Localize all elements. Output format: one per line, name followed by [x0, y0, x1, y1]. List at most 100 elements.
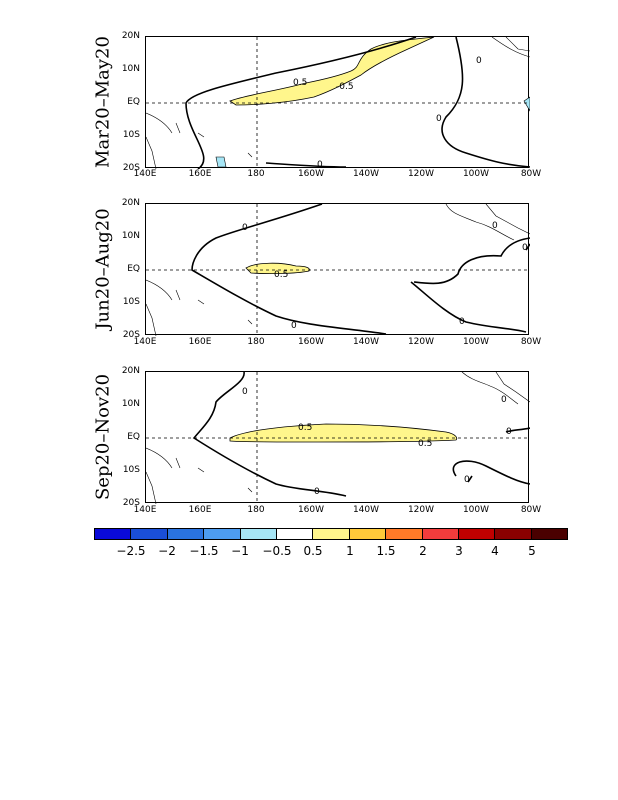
warm-anomaly-area: [245, 262, 310, 274]
contour-label: 0: [476, 56, 482, 66]
lon-tick-label: 160E: [188, 505, 212, 515]
lon-tick-label: 140W: [352, 505, 380, 515]
map-panel-2: 0.5 0 0 0 0 0: [145, 203, 530, 336]
lat-tick-label: 20N: [121, 366, 140, 376]
contour-label: 0: [501, 395, 507, 405]
contour-label: 0: [522, 243, 528, 253]
coastline: [146, 372, 530, 504]
contour-label: 0: [492, 221, 498, 231]
contour-label: 0: [291, 321, 297, 331]
colorbar-swatch: [495, 529, 532, 539]
contour-label: 0: [506, 427, 512, 437]
lon-tick-label: 140E: [133, 337, 157, 347]
colorbar-tick-label: 4: [491, 544, 499, 558]
lon-tick-label: 140W: [352, 337, 380, 347]
zero-contour: [185, 37, 417, 169]
lon-tick-label: 140W: [352, 169, 380, 179]
colorbar-swatch: [204, 529, 241, 539]
colorbar-tick-label: 1.5: [376, 544, 396, 558]
contour-label: 0: [459, 317, 465, 327]
zero-contour-east: [441, 37, 530, 168]
map-panel-2-plot: 0.5 0 0 0 0 0: [146, 204, 530, 336]
colorbar-swatch: [386, 529, 423, 539]
colorbar-swatch: [276, 529, 314, 539]
map-panel-3-plot: 0.5 0.5 0 0 0 0 0: [146, 372, 530, 504]
lat-tick-label: 20N: [121, 31, 140, 41]
colorbar-swatch: [167, 529, 205, 539]
contour-label: 0.5: [298, 423, 312, 433]
colorbar-swatch: [95, 529, 132, 539]
lat-tick-label: 10N: [121, 64, 140, 74]
colorbar-swatch: [240, 529, 277, 539]
lat-tick-label: 10S: [122, 130, 140, 140]
colorbar-tick-label: −1.5: [189, 544, 219, 558]
zero-contour-east: [452, 427, 530, 485]
lon-tick-label: 80W: [520, 505, 542, 515]
lat-tick-label: 20S: [122, 498, 140, 508]
map-panel-1: 0.5 -0.5 0 0 0: [145, 36, 530, 169]
lon-tick-label: 180: [247, 337, 265, 347]
colorbar-swatch: [531, 529, 568, 539]
lon-tick-label: 160E: [188, 169, 212, 179]
colorbar-tick-label: 3: [455, 544, 463, 558]
lon-tick-label: 120W: [407, 169, 435, 179]
coastline: [146, 37, 530, 169]
lon-tick-label: 180: [247, 169, 265, 179]
contour-label: 0: [317, 160, 323, 169]
lat-tick-label: 10N: [121, 231, 140, 241]
colorbar-swatch: [422, 529, 459, 539]
contour-label: 0.5: [293, 78, 307, 88]
colorbar-tick-label: 1: [346, 544, 354, 558]
lon-tick-label: 160W: [297, 505, 325, 515]
colorbar-tick-label: −2.5: [116, 544, 146, 558]
lon-tick-label: 120W: [407, 505, 435, 515]
lon-tick-label: 160E: [188, 337, 212, 347]
colorbar: [94, 528, 568, 540]
lat-tick-label: EQ: [127, 264, 140, 274]
colorbar-tick-label: 5: [528, 544, 536, 558]
colorbar-tick-label: −2: [158, 544, 176, 558]
lat-tick-label: 10S: [122, 465, 140, 475]
contour-label: 0.5: [418, 439, 432, 449]
cool-anomaly-area: [215, 156, 227, 168]
lon-tick-label: 100W: [462, 505, 490, 515]
coastline: [146, 204, 530, 336]
lat-tick-label: 20S: [122, 330, 140, 340]
lon-tick-label: 180: [247, 505, 265, 515]
contour-label: 0: [242, 223, 248, 233]
lon-tick-label: 160W: [297, 337, 325, 347]
lon-tick-label: 100W: [462, 169, 490, 179]
map-panel-3: 0.5 0.5 0 0 0 0 0: [145, 371, 530, 504]
colorbar-tick-label: −1: [231, 544, 249, 558]
lon-tick-label: 160W: [297, 169, 325, 179]
warm-anomaly-area: [229, 37, 435, 106]
lat-tick-label: 10S: [122, 297, 140, 307]
cool-anomaly-area-east: [523, 96, 530, 112]
lon-tick-label: 140E: [133, 169, 157, 179]
lon-tick-label: 80W: [520, 337, 542, 347]
colorbar-tick-label: 2: [419, 544, 427, 558]
contour-label: 0: [464, 475, 470, 485]
lat-tick-label: 20N: [121, 198, 140, 208]
lon-tick-label: 80W: [520, 169, 542, 179]
lon-tick-label: 140E: [133, 505, 157, 515]
map-panel-1-plot: 0.5 -0.5 0 0 0: [146, 37, 530, 169]
colorbar-tick-label: −0.5: [262, 544, 292, 558]
contour-label: 0: [436, 114, 442, 124]
colorbar-swatch: [131, 529, 168, 539]
contour-label: -0.5: [336, 82, 354, 92]
lat-tick-label: 10N: [121, 399, 140, 409]
zero-contour: [192, 372, 347, 497]
colorbar-tick-label: 0.5: [303, 544, 323, 558]
lon-tick-label: 120W: [407, 337, 435, 347]
lat-tick-label: EQ: [127, 432, 140, 442]
colorbar-swatch: [313, 529, 350, 539]
zero-contour-east: [410, 237, 530, 333]
warm-anomaly-area: [229, 423, 458, 443]
lat-tick-label: EQ: [127, 97, 140, 107]
lon-tick-label: 100W: [462, 337, 490, 347]
colorbar-swatch: [458, 529, 496, 539]
contour-label: 0: [242, 387, 248, 397]
contour-label: 0: [314, 487, 320, 497]
lat-tick-label: 20S: [122, 163, 140, 173]
